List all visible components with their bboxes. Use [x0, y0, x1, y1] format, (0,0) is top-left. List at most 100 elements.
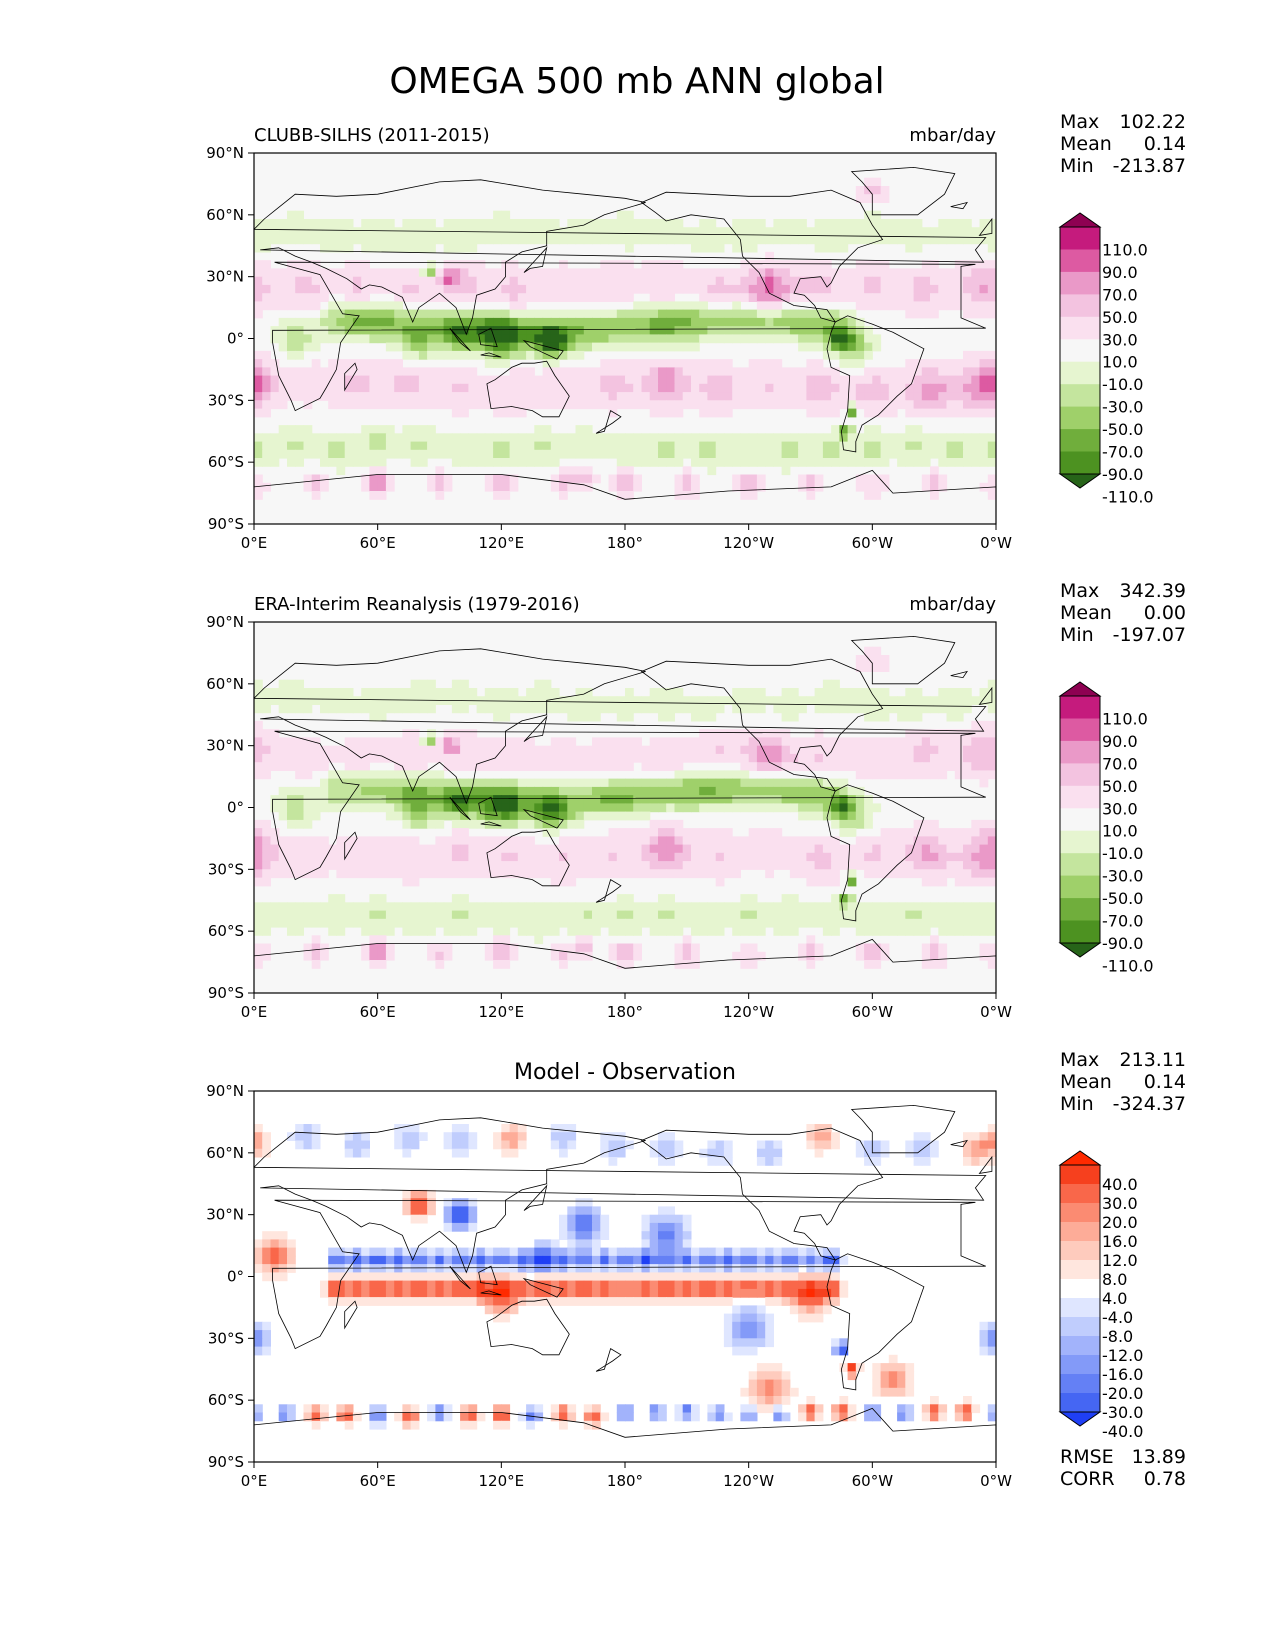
x-tick-label: 120°W [723, 1003, 774, 1021]
colorbar-label: -30.0 [1102, 398, 1143, 417]
colorbar-label: -50.0 [1102, 420, 1143, 439]
colorbar-label: -30.0 [1102, 867, 1143, 886]
colorbar-label: -110.0 [1102, 488, 1154, 507]
colorbar-label: 50.0 [1102, 777, 1138, 796]
x-tick-label: 120°W [723, 534, 774, 552]
colorbar-band [1060, 853, 1100, 877]
stat-value-mean: 0.00 [1144, 602, 1186, 624]
y-tick-label: 90°S [208, 1453, 244, 1471]
colorbar-band [1060, 1260, 1100, 1280]
colorbar-band [1060, 1317, 1100, 1337]
colorbar-label: -4.0 [1102, 1308, 1133, 1327]
colorbar-band [1060, 1298, 1100, 1318]
stat-value-min: -213.87 [1113, 155, 1186, 177]
colorbar-band [1060, 875, 1100, 899]
field-raster [254, 622, 996, 993]
colorbar-label: 90.0 [1102, 732, 1138, 751]
colorbar-label: -90.0 [1102, 465, 1143, 484]
colorbar-band [1060, 830, 1100, 854]
colorbar-label: 16.0 [1102, 1232, 1138, 1251]
panel-unit-label: mbar/day [909, 125, 996, 146]
stat-value-max: 213.11 [1120, 1049, 1186, 1071]
colorbar-label: -16.0 [1102, 1365, 1143, 1384]
x-tick-label: 0°W [980, 1003, 1012, 1021]
colorbar-label: -90.0 [1102, 934, 1143, 953]
colorbar-band [1060, 1393, 1100, 1413]
colorbar-band [1060, 406, 1100, 430]
colorbar-band [1060, 451, 1100, 475]
x-tick-label: 180° [607, 1472, 643, 1490]
colorbar-label: -20.0 [1102, 1384, 1143, 1403]
x-tick-label: 60°W [852, 534, 894, 552]
colorbar-max-extend [1058, 681, 1102, 697]
y-tick-label: 30°S [208, 860, 244, 878]
colorbar-band [1060, 1279, 1100, 1299]
colorbar-label: 10.0 [1102, 353, 1138, 372]
colorbar-min-extend [1058, 942, 1102, 958]
colorbar-label: 10.0 [1102, 822, 1138, 841]
x-tick-label: 0°W [980, 1472, 1012, 1490]
stat-value-min: -197.07 [1113, 624, 1186, 646]
y-tick-label: 30°S [208, 1329, 244, 1347]
panel-2: ERA-Interim Reanalysis (1979-2016) mbar/d… [206, 580, 1186, 1021]
colorbar-label: 4.0 [1102, 1289, 1127, 1308]
y-tick-label: 90°S [208, 984, 244, 1002]
x-tick-label: 0°W [980, 534, 1012, 552]
x-tick-label: 0°E [241, 534, 268, 552]
x-tick-label: 60°W [852, 1472, 894, 1490]
coastlines [254, 1104, 996, 1462]
colorbar-label: 40.0 [1102, 1175, 1138, 1194]
metric-label-rmse: RMSE [1060, 1446, 1114, 1468]
panel-center-title: Model - Observation [514, 1060, 736, 1085]
y-tick-label: 30°S [208, 391, 244, 409]
colorbar-label: -50.0 [1102, 889, 1143, 908]
x-tick-label: 120°E [479, 1472, 525, 1490]
y-tick-label: 0° [227, 330, 244, 348]
panel-unit-label: mbar/day [909, 594, 996, 615]
y-tick-label: 30°N [206, 268, 244, 286]
y-tick-label: 90°N [206, 1082, 244, 1100]
colorbar-band [1060, 1336, 1100, 1356]
colorbar-band [1060, 763, 1100, 787]
colorbar-band [1060, 1222, 1100, 1242]
stat-value-max: 342.39 [1120, 580, 1186, 602]
y-tick-label: 60°N [206, 1144, 244, 1162]
colorbar-band [1060, 339, 1100, 363]
y-tick-label: 60°S [208, 1391, 244, 1409]
colorbar-label: -30.0 [1102, 1403, 1143, 1422]
field-raster [254, 1091, 996, 1462]
colorbar-min-extend [1058, 1411, 1102, 1427]
panels: CLUBB-SILHS (2011-2015) mbar/day 0°E 60°E 12… [206, 111, 1186, 1490]
x-tick-label: 60°E [360, 1003, 396, 1021]
x-tick-label: 60°E [360, 534, 396, 552]
stat-label-min: Min [1060, 1093, 1094, 1115]
colorbar-band [1060, 1241, 1100, 1261]
colorbar-band [1060, 294, 1100, 318]
colorbar-band [1060, 1374, 1100, 1394]
colorbar: 110.0 90.0 70.0 50.0 30.0 10.0 -10.0 -30.0 -50.0… [1058, 681, 1154, 976]
colorbar-label: -8.0 [1102, 1327, 1133, 1346]
colorbar-label: 30.0 [1102, 330, 1138, 349]
colorbar-band [1060, 249, 1100, 273]
colorbar-max-extend [1058, 1150, 1102, 1166]
colorbar-label: 70.0 [1102, 285, 1138, 304]
colorbar-label: 110.0 [1102, 241, 1148, 260]
stat-value-max: 102.22 [1120, 111, 1186, 133]
colorbar-label: 12.0 [1102, 1251, 1138, 1270]
colorbar-label: 20.0 [1102, 1213, 1138, 1232]
colorbar: 110.0 90.0 70.0 50.0 30.0 10.0 -10.0 -30.0 -50.0… [1058, 212, 1154, 507]
y-tick-label: 90°S [208, 515, 244, 533]
colorbar-label: -70.0 [1102, 912, 1143, 931]
colorbar-band [1060, 429, 1100, 453]
colorbar-band [1060, 1203, 1100, 1223]
stat-label-max: Max [1060, 111, 1099, 133]
x-tick-label: 60°E [360, 1472, 396, 1490]
y-tick-label: 60°N [206, 675, 244, 693]
colorbar-label: -110.0 [1102, 957, 1154, 976]
colorbar-label: 110.0 [1102, 710, 1148, 729]
stat-value-mean: 0.14 [1144, 133, 1186, 155]
x-tick-label: 180° [607, 1003, 643, 1021]
colorbar-label: -10.0 [1102, 375, 1143, 394]
panel-3: Model - Observation 0°E 60°E 120°E 180° 120°W… [206, 1049, 1186, 1490]
colorbar-band [1060, 384, 1100, 408]
